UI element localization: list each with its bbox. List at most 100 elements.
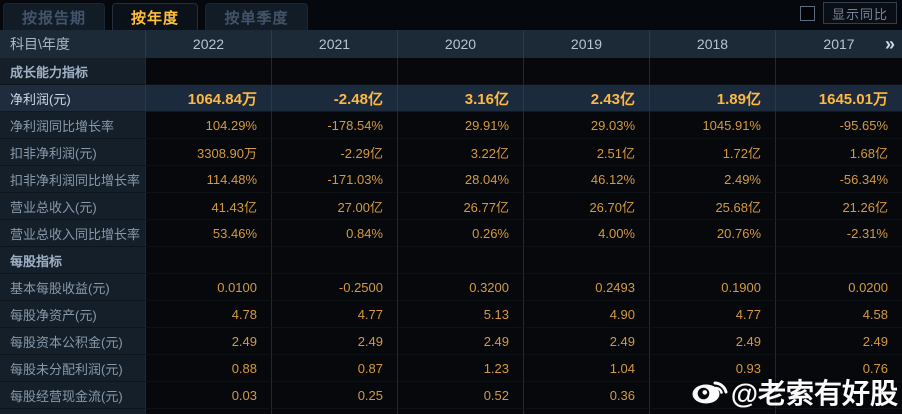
cell-value: 2.49% <box>649 166 775 193</box>
row-label: 净利润同比增长率 <box>0 112 145 139</box>
show-yoy-checkbox[interactable] <box>799 5 815 21</box>
cell-value: 29.91% <box>397 112 523 139</box>
cell-value: 1.89亿 <box>649 85 775 112</box>
cell-value <box>397 58 523 85</box>
cell-value <box>271 409 397 414</box>
cell-value: 0.26% <box>397 220 523 247</box>
cell-value <box>775 247 902 274</box>
cell-value: 1.72亿 <box>649 139 775 166</box>
cell-value: 53.46% <box>145 220 271 247</box>
cell-value: 0.2493 <box>523 274 649 301</box>
cell-value <box>397 247 523 274</box>
cell-value: 1.68亿 <box>775 139 902 166</box>
row-label: 扣非净利润同比增长率 <box>0 166 145 193</box>
cell-value <box>649 382 775 409</box>
row-label: 每股净资产(元) <box>0 301 145 328</box>
cell-value: 26.70亿 <box>523 193 649 220</box>
cell-value: 3.16亿 <box>397 85 523 112</box>
cell-value: -56.34% <box>775 166 902 193</box>
cell-value: 0.03 <box>145 382 271 409</box>
cell-value: 28.04% <box>397 166 523 193</box>
year-header-2022: 2022 <box>145 30 271 58</box>
cell-value: 2.49 <box>145 328 271 355</box>
cell-value: 4.00% <box>523 220 649 247</box>
cell-value: 4.90 <box>523 301 649 328</box>
cell-value: -171.03% <box>271 166 397 193</box>
cell-value <box>397 409 523 414</box>
cell-value: 2.43亿 <box>523 85 649 112</box>
cell-value: 3.22亿 <box>397 139 523 166</box>
table-header-row: 科目\年度 2022 2021 2020 2019 2018 2017 » <box>0 30 902 58</box>
cell-value: -95.65% <box>775 112 902 139</box>
cell-value <box>145 58 271 85</box>
yoy-control-group: 显示同比 <box>799 2 897 24</box>
cell-value <box>523 58 649 85</box>
cell-value: 2.49 <box>775 328 902 355</box>
cell-value: 3308.90万 <box>145 139 271 166</box>
row-label: 成长能力指标 <box>0 58 145 85</box>
cell-value: 27.00亿 <box>271 193 397 220</box>
cell-value: 21.26亿 <box>775 193 902 220</box>
cell-value: -2.48亿 <box>271 85 397 112</box>
year-header-2017-label: 2017 <box>823 36 855 52</box>
cell-value: -0.2500 <box>271 274 397 301</box>
cell-value: 0.0100 <box>145 274 271 301</box>
period-tabbar: 按报告期 按年度 按单季度 显示同比 <box>0 0 902 30</box>
cell-value <box>775 382 902 409</box>
cell-value: 0.84% <box>271 220 397 247</box>
cell-value: -2.29亿 <box>271 139 397 166</box>
section-row[interactable]: 成长能力指标 <box>0 58 902 85</box>
table-row[interactable]: 营业总收入(元) 41.43亿 27.00亿 26.77亿 26.70亿 25.68亿 21… <box>0 193 902 220</box>
table-row[interactable]: 每股经营现金流(元) 0.03 0.25 0.52 0.36 <box>0 382 902 409</box>
cell-value: 114.48% <box>145 166 271 193</box>
cell-value <box>271 58 397 85</box>
year-header-2017: 2017 » <box>775 30 902 58</box>
year-header-2020: 2020 <box>397 30 523 58</box>
table-row[interactable]: 营业总收入同比增长率 53.46% 0.84% 0.26% 4.00% 20.76% -2.… <box>0 220 902 247</box>
cell-value: 5.13 <box>397 301 523 328</box>
section-row[interactable]: 每股指标 <box>0 247 902 274</box>
corner-header: 科目\年度 <box>10 36 70 52</box>
table-row[interactable]: 每股未分配利润(元) 0.88 0.87 1.23 1.04 0.93 0.76 <box>0 355 902 382</box>
cell-value: 0.93 <box>649 355 775 382</box>
table-row[interactable]: 每股资本公积金(元) 2.49 2.49 2.49 2.49 2.49 2.49 <box>0 328 902 355</box>
table-row[interactable]: 扣非净利润同比增长率 114.48% -171.03% 28.04% 46.12% 2.4… <box>0 166 902 193</box>
row-label: 每股未分配利润(元) <box>0 355 145 382</box>
cell-value <box>649 58 775 85</box>
year-header-2021: 2021 <box>271 30 397 58</box>
cell-value: 41.43亿 <box>145 193 271 220</box>
cell-value: 1064.84万 <box>145 85 271 112</box>
more-years-chevron-icon[interactable]: » <box>884 34 895 54</box>
cell-value: 0.88 <box>145 355 271 382</box>
cell-value: 20.76% <box>649 220 775 247</box>
table-row-cutoff <box>0 409 902 414</box>
tab-by-report-period[interactable]: 按报告期 <box>3 3 105 30</box>
row-label <box>0 409 145 414</box>
table-body: 成长能力指标 净利润(元) 1064.84万 -2.48亿 3.16亿 2.43亿 1.89… <box>0 58 902 409</box>
row-label: 每股指标 <box>0 247 145 274</box>
cell-value <box>649 409 775 414</box>
table-row[interactable]: 基本每股收益(元) 0.0100 -0.2500 0.3200 0.2493 0.1900… <box>0 274 902 301</box>
cell-value: 104.29% <box>145 112 271 139</box>
tab-by-year[interactable]: 按年度 <box>112 3 198 30</box>
cell-value <box>145 247 271 274</box>
tab-by-single-quarter[interactable]: 按单季度 <box>205 3 308 30</box>
table-row[interactable]: 净利润同比增长率 104.29% -178.54% 29.91% 29.03% 1045.… <box>0 112 902 139</box>
year-header-2019: 2019 <box>523 30 649 58</box>
cell-value <box>775 58 902 85</box>
cell-value: 0.3200 <box>397 274 523 301</box>
cell-value: 2.49 <box>397 328 523 355</box>
row-label: 每股经营现金流(元) <box>0 382 145 409</box>
cell-value: 29.03% <box>523 112 649 139</box>
cell-value: 4.77 <box>271 301 397 328</box>
cell-value: 1.23 <box>397 355 523 382</box>
table-row[interactable]: 净利润(元) 1064.84万 -2.48亿 3.16亿 2.43亿 1.89亿 1645.… <box>0 85 902 112</box>
cell-value: -2.31% <box>775 220 902 247</box>
table-row[interactable]: 扣非净利润(元) 3308.90万 -2.29亿 3.22亿 2.51亿 1.72亿 1.6… <box>0 139 902 166</box>
cell-value: 0.36 <box>523 382 649 409</box>
table-row[interactable]: 每股净资产(元) 4.78 4.77 5.13 4.90 4.77 4.58 <box>0 301 902 328</box>
cell-value: 0.1900 <box>649 274 775 301</box>
cell-value: 0.25 <box>271 382 397 409</box>
show-yoy-button[interactable]: 显示同比 <box>822 2 897 24</box>
